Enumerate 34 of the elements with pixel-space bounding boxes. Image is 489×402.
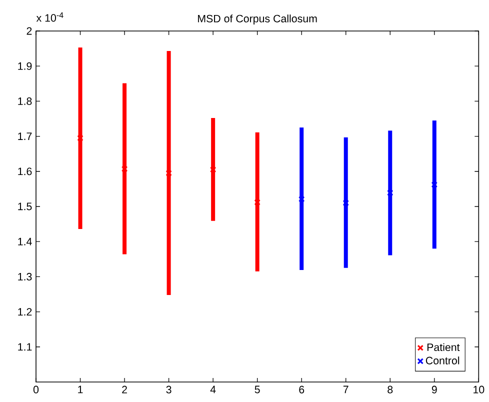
x-tick-label: 1 xyxy=(78,386,83,394)
x-tick-label: 10 xyxy=(474,386,484,394)
x-tick-label: 8 xyxy=(388,386,393,394)
x-tick-label: 9 xyxy=(432,386,437,394)
y-tick-label: 1.5 xyxy=(18,202,32,210)
y-tick-label: 1.8 xyxy=(18,97,32,105)
point xyxy=(121,166,128,172)
y-tick-label: 1.3 xyxy=(18,272,32,280)
y-tick-label: 1.2 xyxy=(18,308,32,316)
point xyxy=(77,134,84,142)
point xyxy=(166,170,172,176)
x-tick-label: 6 xyxy=(299,386,304,394)
legend-label: Patient xyxy=(427,343,460,352)
x-tick-label: 0 xyxy=(33,386,39,394)
x-tick-label: 7 xyxy=(343,386,348,394)
point xyxy=(210,166,216,173)
text: x 10$^{-4}$ xyxy=(36,12,64,22)
x-tick-label: 4 xyxy=(210,386,216,394)
point xyxy=(254,199,260,206)
point xyxy=(298,196,305,202)
y-tick-label: 1.7 xyxy=(18,132,32,140)
y-tick-label: 1.1 xyxy=(18,343,32,351)
point xyxy=(431,182,438,188)
point xyxy=(342,200,350,206)
x-tick-label: 2 xyxy=(122,386,127,394)
y-tick-label: 1.6 xyxy=(18,168,32,176)
y-tick-label: 2 xyxy=(26,27,32,35)
x-tick-label: 3 xyxy=(166,386,172,394)
y-tick-label: 1.4 xyxy=(18,238,32,246)
legend-label: Control xyxy=(426,356,460,364)
chart-title: MSD of Corpus Callosum xyxy=(198,14,317,25)
point xyxy=(386,190,394,196)
x-tick-label: 5 xyxy=(254,386,260,394)
y-tick-label: 1.9 xyxy=(18,62,32,70)
